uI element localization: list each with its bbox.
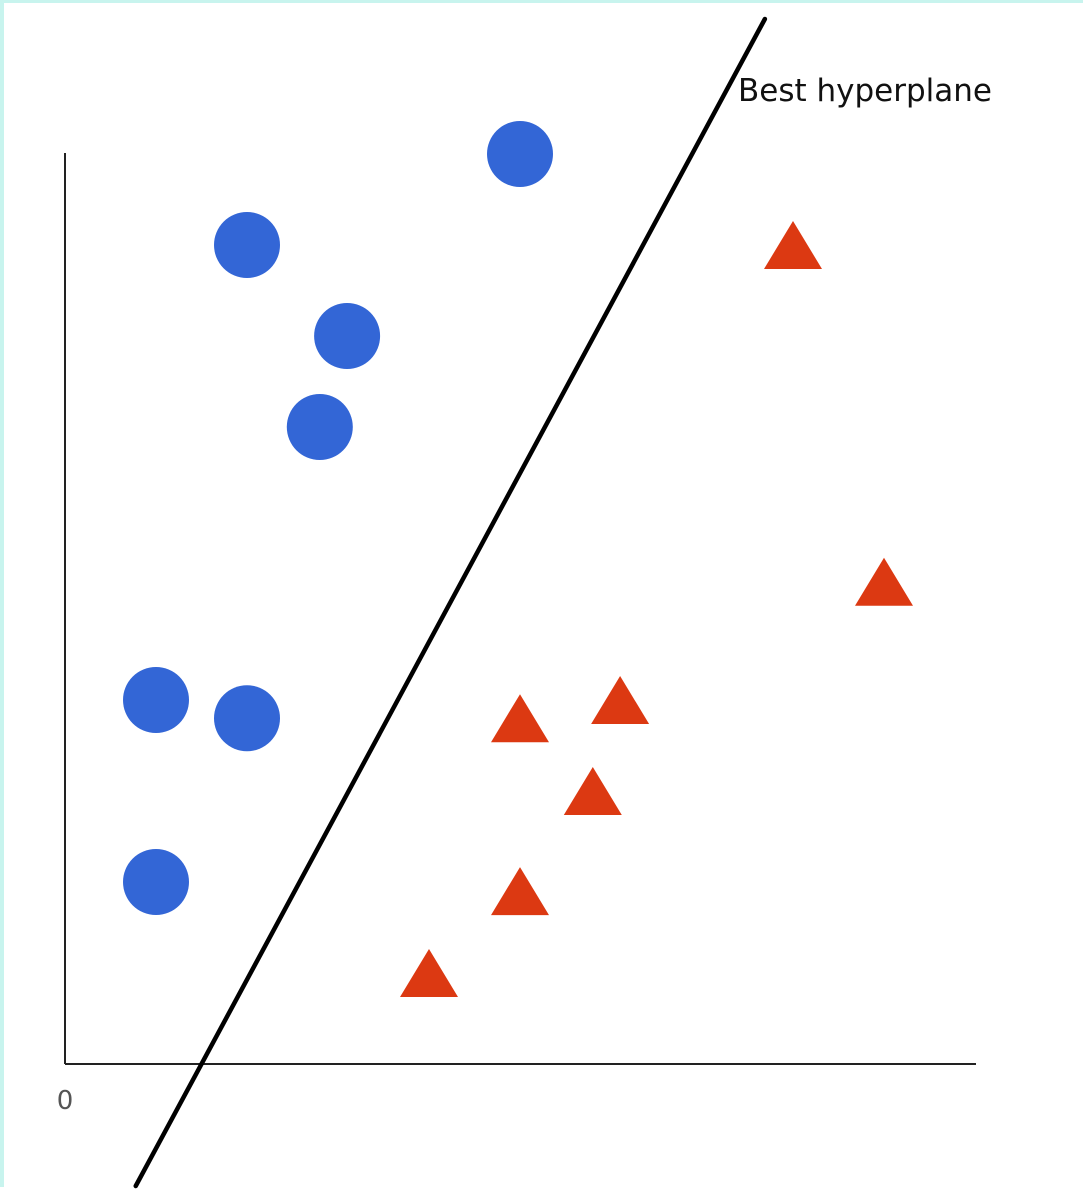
circle-point-5 [123,667,189,733]
triangle-point-1 [764,221,822,269]
triangle-point-4 [491,694,549,743]
svm-scatter-chart: 0 Best hyperplane [57,16,992,1189]
circle-point-4 [286,394,353,460]
circle-point-3 [314,303,381,369]
triangle-point-3 [591,676,650,724]
triangle-point-2 [855,557,913,606]
series-triangles [400,221,913,997]
origin-tick-label: 0 [57,1086,74,1116]
circle-point-6 [214,685,280,752]
triangle-point-5 [563,767,622,815]
axes: 0 [57,153,976,1116]
data-points [123,121,913,997]
circle-point-7 [123,849,189,915]
triangle-point-6 [491,867,549,916]
series-circles [123,121,553,915]
hyperplane-line [133,16,768,1189]
triangle-point-7 [400,949,458,997]
hyperplane-label: Best hyperplane [738,73,992,109]
annotations: Best hyperplane [133,16,992,1189]
circle-point-1 [487,121,553,187]
circle-point-2 [214,212,280,278]
